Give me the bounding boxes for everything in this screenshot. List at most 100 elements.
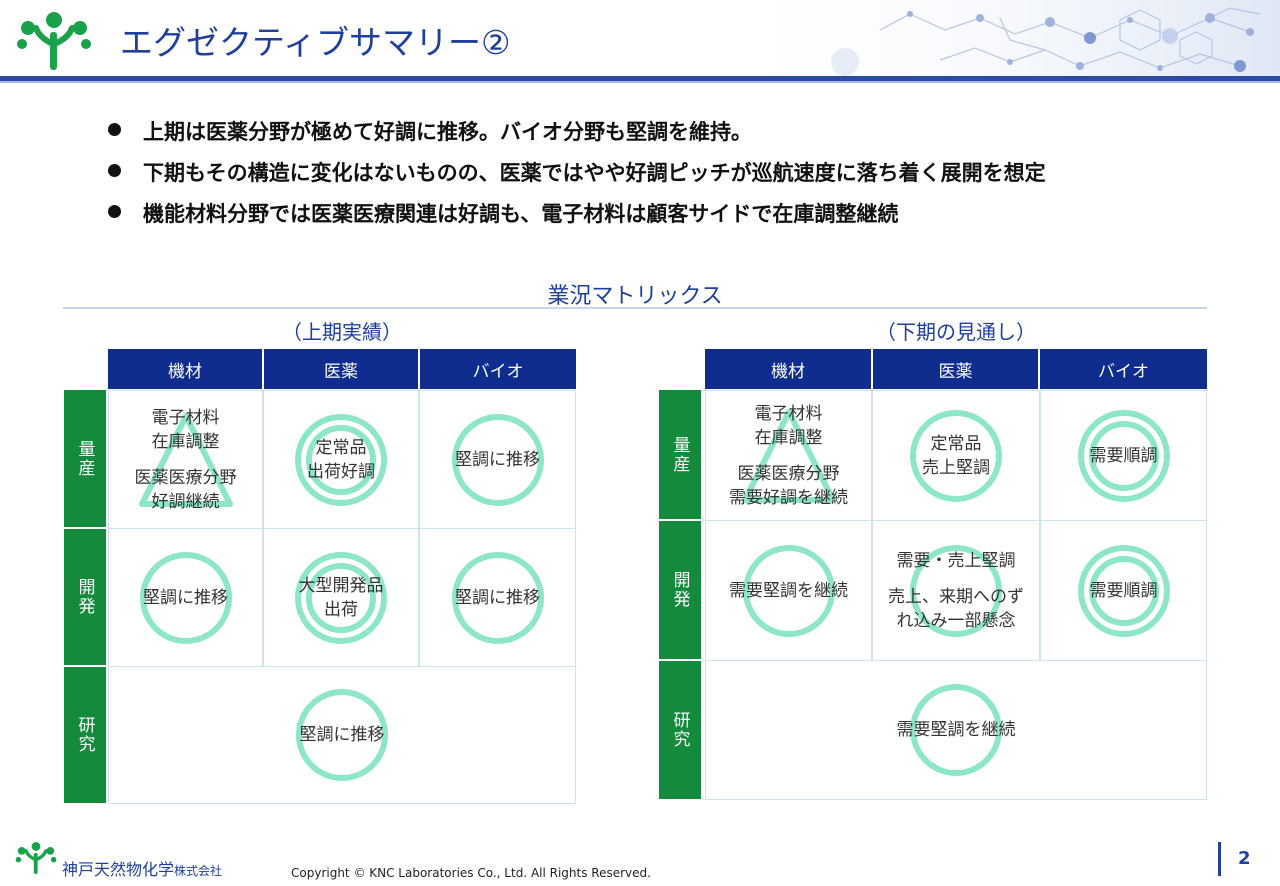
cell-text: 大型開発品 出荷 <box>299 574 384 622</box>
cell-text: 堅調に推移 <box>455 448 540 472</box>
cell-text: 堅調に推移 <box>143 586 228 610</box>
cell-text-line: 堅調に推移 <box>143 587 228 608</box>
circle-mark-icon <box>910 544 1002 637</box>
matrix-cell: 堅調に推移 <box>108 666 576 804</box>
double-circle-mark-icon <box>295 413 387 506</box>
cell-text: 需要堅調を継続 <box>897 718 1016 742</box>
column-header: 医薬 <box>264 349 418 389</box>
cell-text-line: 売上、来期へのず <box>888 586 1024 607</box>
circle-mark-icon <box>451 413 544 506</box>
cell-text-line <box>888 573 1024 585</box>
row-header: 開発 <box>659 521 701 659</box>
cell-text-line: 堅調に推移 <box>455 587 540 608</box>
row-header: 研究 <box>659 661 701 799</box>
cell-text-line: 堅調に推移 <box>299 725 385 745</box>
company-tree-logo-icon <box>17 12 91 70</box>
cell-text-line <box>135 454 237 466</box>
cell-text: 電子材料在庫調整医薬医療分野 需要好調を継続 <box>729 402 848 510</box>
matrix-cell: 大型開発品 出荷 <box>263 528 419 667</box>
bullet-item: 上期は医薬分野が極めて好調に推移。バイオ分野も堅調を維持。 <box>108 116 752 146</box>
cell-text: 需要順調 <box>1090 579 1158 603</box>
column-header: 機材 <box>108 349 262 389</box>
matrix-cell: 定常品 売上堅調 <box>872 390 1040 521</box>
triangle-mark-icon <box>741 408 836 503</box>
bullet-dot-icon <box>108 205 121 218</box>
double-circle-mark-icon <box>295 551 387 644</box>
matrix-cell: 需要・売上堅調 売上、来期へのず れ込み一部懸念 <box>872 520 1040 661</box>
matrix-cell: 需要順調 <box>1040 390 1207 521</box>
matrix-cell: 電子材料在庫調整医薬医療分野 需要好調を継続 <box>705 390 872 521</box>
column-header: バイオ <box>1040 349 1207 389</box>
column-header: バイオ <box>420 349 576 389</box>
cell-text: 定常品 売上堅調 <box>922 432 990 480</box>
cell-text-line: 定常品 <box>315 437 367 458</box>
copyright-text: Copyright © KNC Laboratories Co., Ltd. A… <box>291 866 651 880</box>
header-divider-light <box>0 81 1280 83</box>
left-matrix-title: （上期実績） <box>282 320 402 344</box>
cell-text-line: 売上堅調 <box>922 457 990 478</box>
double-circle-mark-icon <box>1077 544 1170 637</box>
cell-text-line: 出荷好調 <box>307 461 375 482</box>
company-tree-logo-icon <box>15 842 57 874</box>
cell-text-line: 医薬医療分野 <box>134 467 237 488</box>
row-header: 量産 <box>659 390 701 519</box>
cell-text-line: 好調継続 <box>151 491 220 512</box>
cell-text-line: れ込み一部懸念 <box>896 610 1016 631</box>
header-divider <box>0 76 1280 81</box>
cell-text: 需要・売上堅調 売上、来期へのず れ込み一部懸念 <box>888 549 1024 633</box>
matrix-cell: 需要順調 <box>1040 520 1207 661</box>
cell-text-line: 在庫調整 <box>754 427 823 448</box>
cell-text-line: 需要順調 <box>1089 580 1158 601</box>
cell-text-line <box>729 450 848 462</box>
matrix-cell: 堅調に推移 <box>419 390 576 529</box>
cell-text: 定常品 出荷好調 <box>307 436 375 484</box>
circle-mark-icon <box>742 544 835 637</box>
cell-text-line: 堅調に推移 <box>455 449 540 470</box>
cell-text-line: 医薬医療分野 <box>737 463 840 484</box>
matrix-cell: 需要堅調を継続 <box>705 520 872 661</box>
right-matrix-title: （下期の見通し） <box>876 320 1036 344</box>
page-title: エグゼクティブサマリー② <box>120 23 511 62</box>
circle-mark-icon <box>451 551 544 644</box>
circle-mark-icon <box>296 689 388 781</box>
bullet-dot-icon <box>108 123 121 136</box>
page-number: 2 <box>1238 848 1251 869</box>
bullet-item: 機能材料分野では医薬医療関連は好調も、電子材料は顧客サイドで在庫調整継続 <box>108 198 898 228</box>
matrix-title: 業況マトリックス <box>547 284 723 309</box>
matrix-cell: 堅調に推移 <box>419 528 576 667</box>
cell-text-line: 需要・売上堅調 <box>896 550 1016 571</box>
company-name: 神戸天然物化学株式会社 <box>62 860 223 879</box>
row-header: 研究 <box>64 667 106 803</box>
matrix-cell: 定常品 出荷好調 <box>263 390 419 529</box>
cell-text: 堅調に推移 <box>455 586 540 610</box>
matrix-title-rule <box>63 307 1207 309</box>
cell-text-line: 出荷 <box>324 599 358 620</box>
bullet-dot-icon <box>108 164 121 177</box>
cell-text-line: 需要順調 <box>1089 445 1158 466</box>
cell-text-line: 大型開発品 <box>298 575 384 596</box>
cell-text-line: 定常品 <box>930 433 982 454</box>
cell-text-line: 需要好調を継続 <box>729 487 848 508</box>
matrix-cell: 需要堅調を継続 <box>705 660 1207 800</box>
cell-text-line: 電子材料 <box>151 407 220 428</box>
column-header: 機材 <box>705 349 871 389</box>
column-header: 医薬 <box>873 349 1038 389</box>
cell-text: 需要順調 <box>1090 444 1158 468</box>
cell-text-line: 需要堅調を継続 <box>896 720 1016 740</box>
page-number-bar <box>1218 842 1221 876</box>
cell-text: 需要堅調を継続 <box>729 579 848 603</box>
circle-mark-icon <box>910 409 1002 502</box>
bullet-item: 下期もその構造に変化はないものの、医薬ではやや好調ピッチが巡航速度に落ち着く展開… <box>108 157 1046 187</box>
row-header: 開発 <box>64 529 106 665</box>
cell-text-line: 在庫調整 <box>151 431 220 452</box>
triangle-mark-icon <box>138 412 233 507</box>
cell-text-line: 電子材料 <box>754 403 823 424</box>
cell-text: 電子材料在庫調整医薬医療分野 好調継続 <box>135 406 237 514</box>
matrix-cell: 堅調に推移 <box>108 528 263 667</box>
cell-text-line: 需要堅調を継続 <box>729 580 848 601</box>
matrix-cell: 電子材料在庫調整医薬医療分野 好調継続 <box>108 390 263 529</box>
row-header: 量産 <box>64 390 106 527</box>
double-circle-mark-icon <box>1077 409 1170 502</box>
circle-mark-icon <box>139 551 232 644</box>
molecule-decoration <box>0 0 1280 76</box>
